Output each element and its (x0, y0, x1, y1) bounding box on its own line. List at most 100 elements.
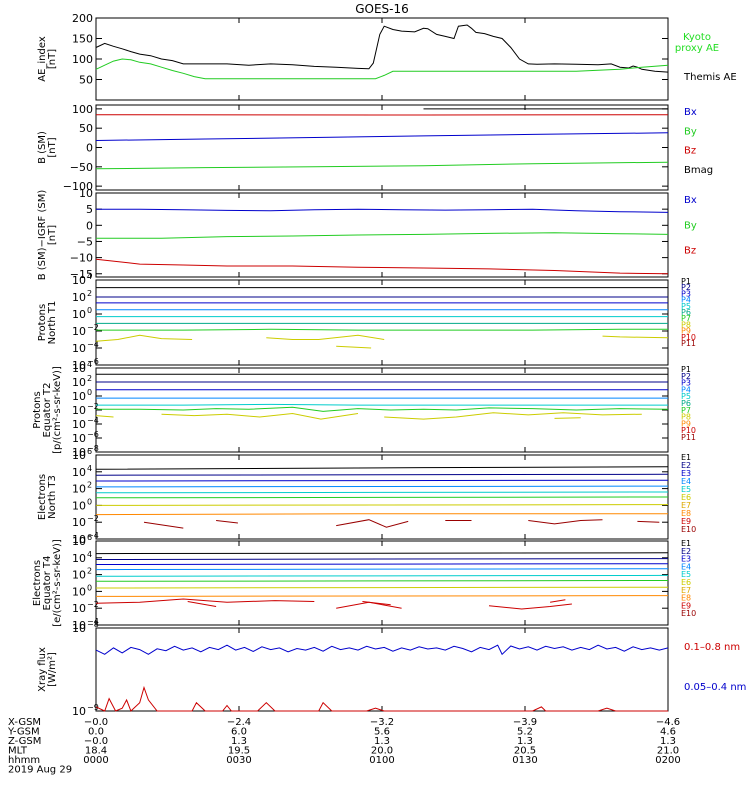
y-tick-exponent: 4 (87, 360, 92, 369)
legend-entry: P6 (681, 399, 691, 408)
y-tick-exponent: 4 (87, 464, 92, 473)
y-tick-label: 10 (72, 342, 86, 355)
y-axis-label-line: B (SM)−IGRF (SM) (37, 190, 48, 281)
y-tick-label: 50 (79, 122, 93, 135)
series-line (95, 558, 669, 560)
plot-title: GOES-16 (355, 2, 409, 16)
legend-entry: P8 (681, 413, 691, 422)
y-tick-exponent: −4 (87, 617, 99, 626)
legend-entry: E8 (681, 594, 691, 603)
y-tick-exponent: 4 (87, 272, 92, 281)
x-axis-value: 1.3 (517, 736, 533, 747)
series-line (488, 603, 572, 610)
y-tick-exponent: 0 (87, 388, 92, 397)
y-tick-exponent: 0 (87, 497, 92, 506)
y-tick-label: 10 (72, 516, 86, 529)
y-axis-label: ElectronsNorth T3 (37, 474, 58, 520)
legend-entry: P11 (681, 433, 696, 442)
x-axis-value: −2.4 (227, 717, 251, 728)
series-line (95, 568, 669, 571)
series-line (637, 520, 660, 523)
y-tick-label: 10 (72, 418, 86, 431)
x-axis-value: 1.3 (374, 736, 390, 747)
y-tick-label: 10 (72, 274, 86, 287)
y-tick-label: 10 (72, 362, 86, 375)
x-axis-value: −4.6 (656, 717, 680, 728)
series-line (96, 208, 669, 213)
series-line (95, 685, 668, 712)
x-axis-value: 5.6 (374, 727, 390, 738)
x-axis-value: 1.3 (660, 736, 676, 747)
series-line (95, 58, 669, 80)
series-line (95, 334, 193, 342)
y-tick-label: 10 (72, 535, 86, 548)
y-tick-label: 10 (72, 466, 86, 479)
legend-line: Bz (684, 246, 696, 257)
legend-entry: P5 (681, 392, 691, 401)
y-axis-label-line: B (SM) (37, 131, 48, 164)
y-tick-label: 0 (86, 219, 93, 232)
y-axis-label-line: [nT] (47, 49, 58, 69)
date-label: 2019 Aug 29 (8, 765, 72, 776)
x-axis-row-label: Y-GSM (7, 727, 40, 738)
y-tick-exponent: 6 (87, 447, 92, 456)
legend-line: By (684, 126, 697, 137)
legend-entry: E2 (681, 547, 691, 556)
y-tick-label: 200 (72, 12, 93, 25)
legend-entry: E9 (681, 517, 691, 526)
series-line (528, 519, 603, 525)
series-line (362, 601, 391, 606)
series-line (95, 552, 669, 555)
x-axis-row-label: hhmm (8, 755, 40, 766)
y-tick-label: 10 (72, 291, 86, 304)
y-tick-exponent: 2 (87, 481, 92, 490)
panel-frame (95, 627, 669, 712)
series-line (161, 412, 359, 420)
y-axis-label: Xray flux[W/m²] (37, 647, 58, 692)
series-line (95, 504, 669, 506)
y-axis-label-line: Protons (37, 304, 48, 341)
y-tick-exponent: 2 (87, 289, 92, 298)
x-axis-value: 0100 (369, 755, 394, 766)
panel-3: 10 5 0 −5 −10 −15 B (SM)−IGRF (SM)[nT] Bx By Bz (37, 187, 697, 281)
legend-entry: P2 (681, 372, 691, 381)
y-tick-label: 10 (72, 499, 86, 512)
series-line (95, 491, 669, 494)
y-tick-exponent: 0 (87, 583, 92, 592)
y-tick-exponent: −4 (87, 340, 99, 349)
x-axis-value: −0.0 (84, 736, 108, 747)
series-line (554, 417, 581, 419)
series-line (95, 24, 669, 73)
legend-entry: E1 (681, 453, 691, 462)
y-tick-label: 10 (72, 705, 86, 718)
legend-entry: P1 (681, 277, 691, 286)
y-tick-label: 10 (72, 325, 86, 338)
y-tick-label: 10 (72, 483, 86, 496)
legend-entry: E3 (681, 555, 691, 564)
series-line (216, 520, 238, 524)
y-tick-label: 10 (72, 432, 86, 445)
legend-entry: E6 (681, 493, 691, 502)
y-tick-exponent: −8 (87, 620, 99, 629)
y-tick-exponent: −2 (87, 323, 99, 332)
y-tick-label: −100 (63, 180, 93, 193)
y-tick-label: 0 (86, 142, 93, 155)
legend-entry: P4 (681, 296, 691, 305)
y-tick-exponent: −2 (87, 514, 99, 523)
legend-entry: E10 (681, 525, 696, 534)
y-axis-label-line: North T1 (47, 301, 58, 345)
series-line (336, 519, 409, 528)
x-axis-value: 0.0 (88, 727, 104, 738)
y-axis-label-line: AE_index (37, 36, 48, 82)
legend-entry: E7 (681, 586, 691, 595)
y-tick-exponent: −6 (87, 430, 99, 439)
y-tick-label: 10 (72, 376, 86, 389)
legend-entry: P4 (681, 385, 691, 394)
y-tick-label: 10 (72, 552, 86, 565)
y-axis-label-line: [p/(cm²-s-sr-keV)] (52, 366, 63, 454)
y-tick-label: −5 (77, 235, 93, 248)
series-line (602, 335, 669, 339)
panel-1: 50 100 150 200 AE_index[nT] Kyoto proxy AE Them… (37, 12, 737, 101)
